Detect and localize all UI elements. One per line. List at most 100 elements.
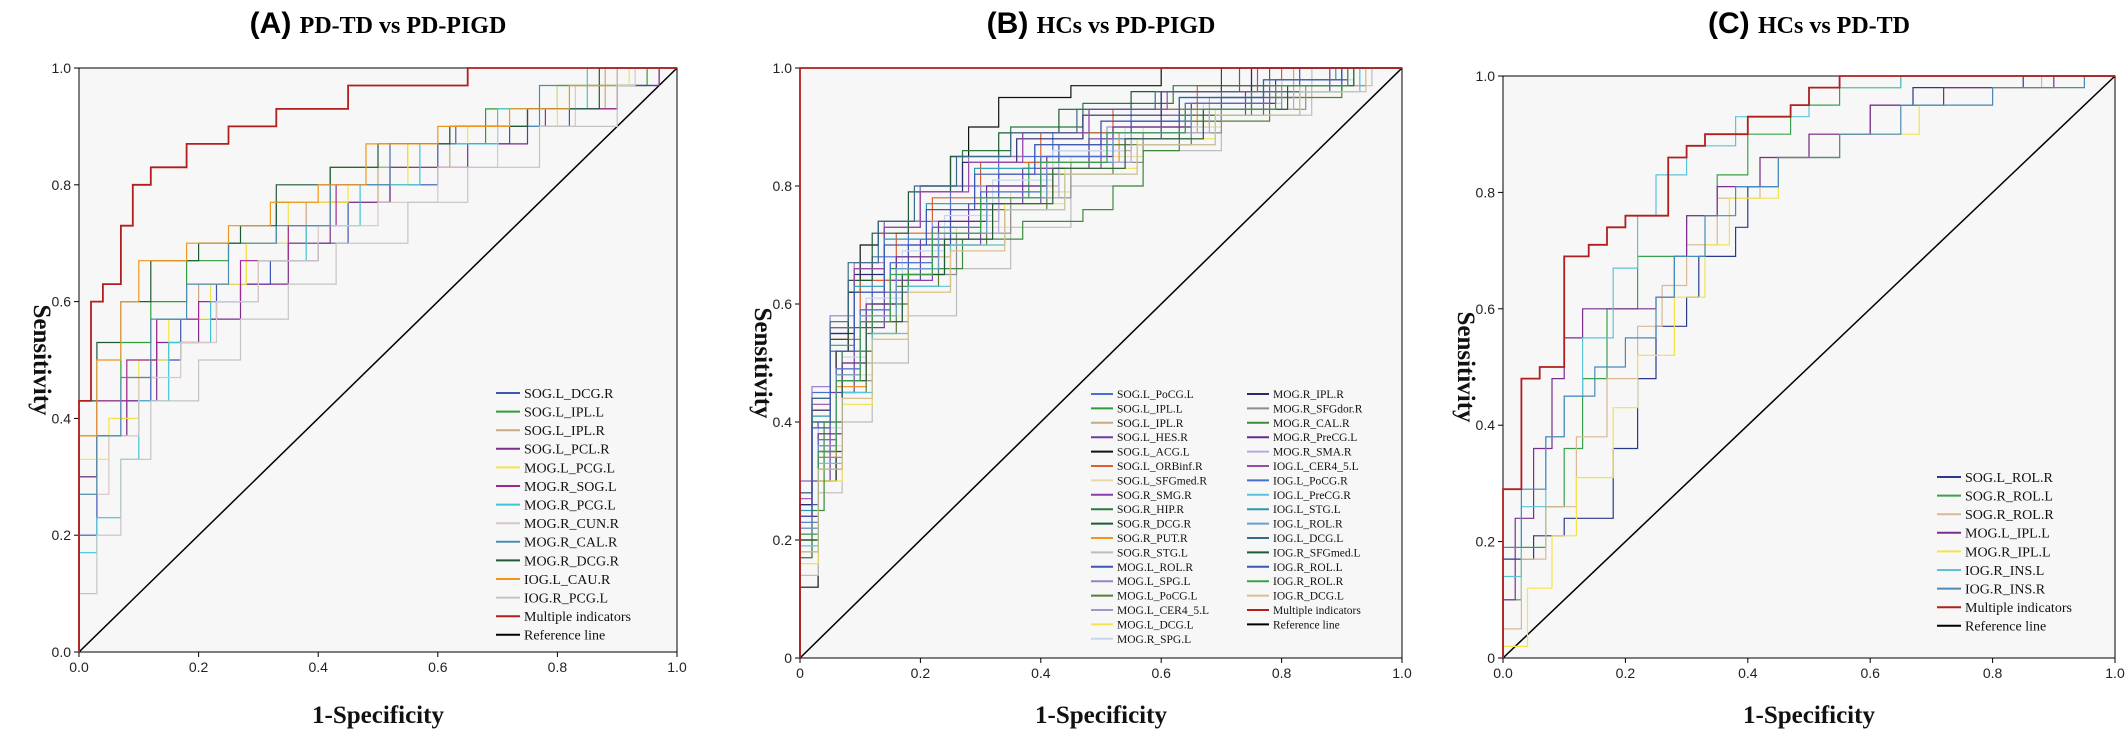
panel-b-legend-label: IOG.R_DCG.L (1273, 591, 1344, 603)
panel-c-legend-label: SOG.L_ROL.R (1965, 471, 2054, 486)
panel-a-x-tick-label: 0.4 (308, 659, 328, 675)
panel-a-legend-label: SOG.L_PCL.R (524, 443, 610, 458)
panel-a-letter: (A) (250, 7, 300, 40)
panel-b-legend-label: SOG.L_HES.R (1117, 432, 1188, 444)
panel-a-legend-label: MOG.R_DCG.R (524, 554, 620, 569)
panel-c-y-tick-label: 0.6 (1476, 301, 1496, 317)
panel-b-legend-label: MOG.R_SFGdor.R (1273, 403, 1363, 415)
panel-c-legend: SOG.L_ROL.R SOG.R_ROL.L SOG.R_ROL.R MOG.L_I… (1931, 465, 2111, 635)
panel-c-y-tick-label: 0.4 (1476, 417, 1496, 433)
panel-c-legend-label: MOG.R_IPL.L (1965, 545, 2051, 560)
panel-b-legend-label: Reference line (1273, 619, 1340, 631)
panel-b-legend-label: MOG.R_SPG.L (1117, 634, 1191, 646)
panel-b-legend-label: SOG.R_DCG.R (1117, 519, 1191, 531)
panel-a-legend-label: MOG.R_CAL.R (524, 536, 618, 551)
panel-b-series-iog-l-cer4-5-l (799, 67, 1402, 658)
panel-c-series-multiple-indicators (1502, 75, 2115, 658)
panel-a-legend-label: MOG.R_PCG.L (524, 499, 616, 514)
panel-b-series-sog-r-stg-l (799, 67, 1402, 658)
panel-b: (B) HCs vs PD-PIGD 0 0.2 0.4 0.6 0.8 1.0 0 0.2 0.… (749, 7, 1412, 729)
panel-b-legend-label: SOG.L_SFGmed.R (1117, 475, 1207, 487)
panel-b-legend-label: SOG.L_ORBinf.R (1117, 461, 1203, 473)
panel-c-legend-label: Multiple indicators (1965, 601, 2072, 616)
panel-c-y-tick-label: 0.8 (1476, 184, 1496, 200)
panel-c-y-axis-label: Sensitivity (1452, 311, 1479, 423)
panel-a-y-tick-label: 0.2 (52, 527, 72, 543)
panel-b-legend-label: MOG.R_SMA.R (1273, 447, 1352, 459)
panel-b-legend-label: MOG.L_PoCG.L (1117, 591, 1198, 603)
panel-b-title: (B) HCs vs PD-PIGD (987, 7, 1216, 40)
panel-a-y-tick-label: 0.4 (52, 410, 72, 426)
panel-b-title-text: HCs vs PD-PIGD (1037, 13, 1216, 39)
panel-c-x-axis-label: 1-Specificity (1743, 702, 1875, 729)
panel-b-legend-label: IOG.R_SFGmed.L (1273, 547, 1361, 559)
panel-c-y-tick-label: 0.2 (1476, 534, 1496, 550)
panel-b-legend-box (1085, 382, 1397, 652)
panel-b-legend-label: IOG.L_PoCG.R (1273, 475, 1348, 487)
panel-c-legend-label: IOG.R_INS.L (1965, 564, 2044, 579)
panel-b-x-tick-label: 0.6 (1151, 665, 1171, 681)
panel-a-y-axis-label: Sensitivity (28, 304, 55, 416)
panel-b-y-tick-label: 0 (784, 650, 792, 666)
panel-a-legend-label: Multiple indicators (524, 610, 631, 625)
panel-b-y-tick-label: 0.4 (773, 414, 793, 430)
panel-b-series-iog-r-rol-l (799, 67, 1402, 658)
panel-b-legend-label: SOG.R_STG.L (1117, 547, 1188, 559)
panel-a-x-tick-label: 0.8 (548, 659, 568, 675)
panel-a-legend-label: Reference line (524, 629, 605, 644)
panel-b-series-iog-r-dcg-l (799, 67, 1402, 658)
panel-b-legend-label: IOG.L_CER4_5.L (1273, 461, 1359, 473)
panel-a-x-tick-label: 0.0 (69, 659, 89, 675)
panel-b-legend: SOG.L_PoCG.L SOG.L_IPL.L SOG.L_IPL.R SOG.L_… (1085, 382, 1397, 652)
panel-a-y-tick-label: 0.6 (52, 294, 72, 310)
panel-c-x-tick-label: 0.0 (1493, 665, 1513, 681)
panel-b-legend-label: MOG.L_DCG.L (1117, 619, 1194, 631)
panel-a-title: (A) PD-TD vs PD-PIGD (250, 7, 507, 40)
panel-b-legend-label: IOG.L_STG.L (1273, 504, 1341, 516)
panel-c-y-tick-label: 1.0 (1476, 68, 1496, 84)
panel-c-legend-label: SOG.R_ROL.R (1965, 508, 2054, 523)
panel-a: (A) PD-TD vs PD-PIGD 0.0 0.2 0.4 0.6 0.8 1.0 0.… (28, 7, 687, 729)
panel-c-x-tick-label: 0.8 (1983, 665, 2003, 681)
panel-b-y-axis-label: Sensitivity (749, 307, 776, 419)
panel-a-series-iog-r-pcg-l (78, 67, 677, 652)
panel-c-legend-label: SOG.R_ROL.L (1965, 490, 2053, 505)
panel-c-series-iog-r-ins-l (1502, 75, 2115, 658)
panel-b-letter: (B) (987, 7, 1037, 40)
panel-a-legend-label: SOG.L_DCG.R (524, 387, 614, 402)
panel-a-legend-label: IOG.L_CAU.R (524, 573, 611, 588)
panel-a-y-tick-label: 0.8 (52, 177, 72, 193)
panel-a-x-tick-label: 0.6 (428, 659, 448, 675)
panel-b-reference-line (799, 67, 1403, 659)
panel-b-legend-label: MOG.L_SPG.L (1117, 576, 1190, 588)
panel-b-legend-label: MOG.R_PreCG.L (1273, 432, 1357, 444)
panel-a-reference-line (78, 67, 678, 653)
panel-b-legend-label: Multiple indicators (1273, 605, 1361, 617)
panel-a-series-multiple-indicators (78, 67, 677, 652)
panel-a-legend-label: IOG.R_PCG.L (524, 592, 608, 607)
panel-b-x-tick-label: 0.8 (1272, 665, 1292, 681)
panel-c-x-tick-label: 0.4 (1738, 665, 1758, 681)
panel-a-legend-label: MOG.R_SOG.L (524, 480, 617, 495)
panel-b-x-tick-label: 0.2 (911, 665, 931, 681)
panel-a-legend-label: MOG.L_PCG.L (524, 461, 615, 476)
panel-b-x-tick-label: 1.0 (1392, 665, 1412, 681)
panel-b-series-iog-l-dcg-l (799, 67, 1402, 658)
panel-b-series-multiple-indicators (799, 67, 1402, 658)
panel-b-legend-label: IOG.R_ROL.R (1273, 576, 1344, 588)
panel-a-legend-box (490, 381, 672, 623)
panel-a-y-tick-label: 1.0 (52, 60, 72, 76)
panel-b-legend-label: MOG.R_IPL.R (1273, 389, 1344, 401)
panel-b-y-tick-label: 0.8 (773, 178, 793, 194)
panel-c-x-tick-label: 1.0 (2105, 665, 2125, 681)
panel-c-x-tick-label: 0.2 (1616, 665, 1636, 681)
panel-a-x-axis-label: 1-Specificity (312, 702, 444, 729)
panel-b-legend-label: MOG.L_CER4_5.L (1117, 605, 1209, 617)
panel-c-reference-line (1502, 75, 2116, 659)
panel-c-series-iog-r-ins-r (1502, 75, 2115, 658)
panel-b-y-tick-label: 0.2 (773, 532, 793, 548)
panel-b-series-iog-r-rol-r (799, 67, 1402, 658)
panel-c-letter: (C) (1708, 7, 1758, 40)
panel-b-legend-label: SOG.L_ACG.L (1117, 447, 1190, 459)
